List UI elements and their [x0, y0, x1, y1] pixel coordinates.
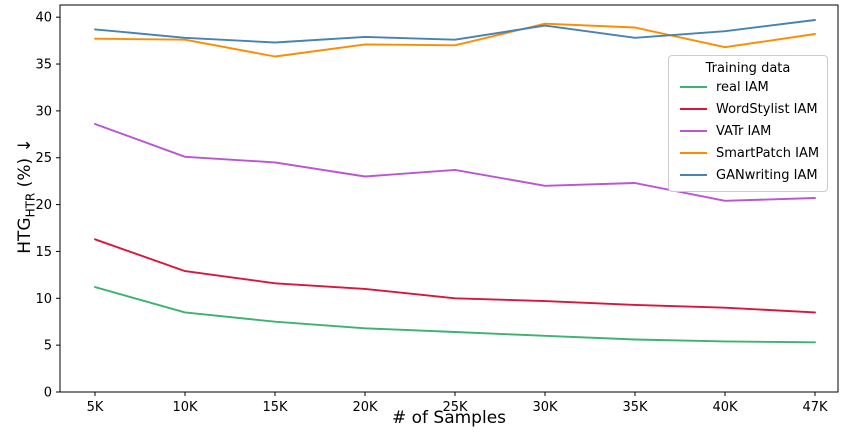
y-axis-label: HTGHTR (%) ↓ — [15, 66, 38, 326]
axes-spines — [59, 4, 839, 393]
x-tick-label: 25K — [442, 400, 468, 415]
legend-item: GANwriting IAM — [669, 164, 827, 186]
y-tick-label: 15 — [35, 245, 52, 260]
legend-item-label: WordStylist IAM — [716, 101, 818, 117]
x-tick-label: 15K — [262, 400, 288, 415]
legend-item-label: real IAM — [716, 79, 769, 95]
legend-item: VATr IAM — [669, 120, 827, 142]
line-swatch-icon — [680, 152, 707, 154]
x-tick-label: 47K — [802, 400, 828, 415]
y-axis-label-subscript: HTR — [23, 192, 38, 218]
line-swatch-icon — [680, 108, 707, 110]
x-tick-label: 40K — [712, 400, 738, 415]
legend-title: Training data — [705, 61, 791, 76]
y-tick-label: 20 — [35, 198, 52, 213]
legend: Training data real IAM WordStylist IAM V… — [668, 55, 828, 192]
y-tick-label: 25 — [35, 151, 52, 166]
series-line-smartpatch-iam — [94, 22, 816, 58]
y-tick-label: 30 — [35, 104, 52, 119]
legend-item-label: GANwriting IAM — [716, 167, 818, 183]
x-axis-label: # of Samples — [391, 408, 507, 428]
x-tick-label: 20K — [352, 400, 378, 415]
line-swatch-icon — [680, 86, 707, 88]
x-tick-label: 10K — [172, 400, 198, 415]
y-tick-label: 0 — [44, 386, 52, 401]
x-tick-label: 35K — [622, 400, 648, 415]
series-line-wordstylist-iam — [94, 238, 816, 314]
legend-item: WordStylist IAM — [669, 98, 827, 120]
series-line-real-iam — [94, 286, 816, 344]
y-tick-label: 35 — [35, 58, 52, 73]
y-axis-label-base: HTG — [15, 217, 35, 254]
series-line-vatr-iam — [94, 123, 816, 202]
legend-item: SmartPatch IAM — [669, 142, 827, 164]
legend-item: real IAM — [669, 76, 827, 98]
x-tick-label: 5K — [87, 400, 104, 415]
line-swatch-icon — [680, 130, 707, 132]
series-line-ganwriting-iam — [94, 19, 816, 44]
y-tick-label: 5 — [44, 339, 52, 354]
line-swatch-icon — [680, 174, 707, 176]
legend-item-label: VATr IAM — [716, 123, 772, 139]
legend-item-label: SmartPatch IAM — [716, 145, 820, 161]
y-axis-label-suffix: (%) ↓ — [15, 138, 35, 193]
y-tick-label: 10 — [35, 292, 52, 307]
x-tick-label: 30K — [532, 400, 558, 415]
y-tick-label: 40 — [35, 11, 52, 26]
